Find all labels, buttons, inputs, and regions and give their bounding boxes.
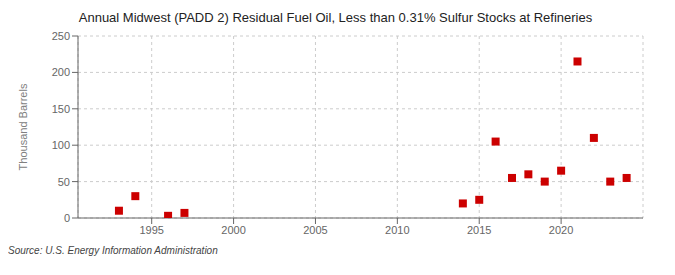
svg-text:Thousand Barrels: Thousand Barrels [17,83,29,170]
html-text:Annual Midwest (PADD 2) Residu: Annual Midwest (PADD 2) Residual Fuel Oi… [78,10,593,25]
svg-text:150: 150 [52,103,70,115]
svg-text:100: 100 [52,139,70,151]
svg-text:2005: 2005 [303,224,327,236]
svg-text:2020: 2020 [549,224,573,236]
svg-text:200: 200 [52,66,70,78]
svg-text:2010: 2010 [385,224,409,236]
svg-text:2000: 2000 [221,224,245,236]
svg-text:2015: 2015 [467,224,491,236]
html-text:Source: U.S. Energy Informatio: Source: U.S. Energy Information Administ… [8,245,218,256]
svg-text:1995: 1995 [139,224,163,236]
svg-text:250: 250 [52,30,70,42]
svg-text:0: 0 [64,212,70,224]
svg-text:50: 50 [58,176,70,188]
